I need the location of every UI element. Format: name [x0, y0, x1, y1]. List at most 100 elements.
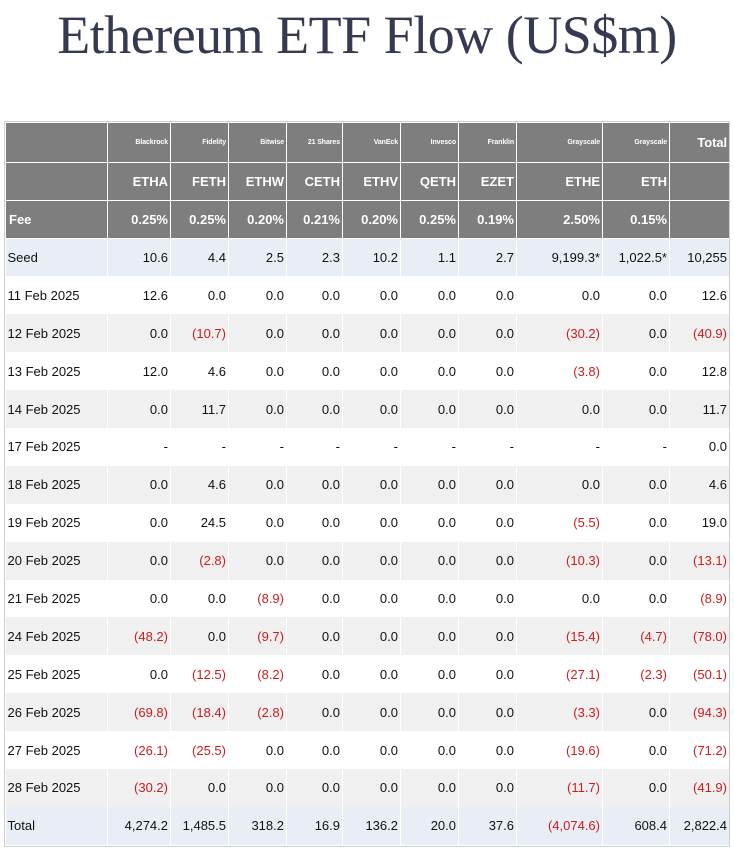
table-row: Seed 10.6 4.4 2.5 2.3 10.2 1.1 2.7 9,199.3* 1,022…: [5, 238, 730, 277]
header-corner: [669, 162, 730, 201]
fee-cell: 0.20%: [228, 200, 287, 239]
flow-cell: 1,022.5*: [602, 238, 670, 277]
row-total: (8.9): [669, 579, 730, 618]
flow-cell: (30.2): [107, 768, 171, 807]
ticker-cell: QETH: [400, 162, 459, 201]
flow-cell: 0.0: [602, 693, 670, 732]
table-row: 28 Feb 2025 (30.2) 0.0 0.0 0.0 0.0 0.0 0.0 (11.7…: [5, 768, 730, 807]
flow-cell: -: [458, 427, 517, 466]
issuer-cell: Grayscale: [516, 122, 603, 163]
flow-cell: -: [170, 427, 229, 466]
row-total: 2,822.4: [669, 806, 730, 845]
table-row: 20 Feb 2025 0.0 (2.8) 0.0 0.0 0.0 0.0 0.0 (10.3)…: [5, 541, 730, 580]
issuer-cell: Fidelity: [170, 122, 229, 163]
flow-cell: 0.0: [228, 276, 287, 315]
row-label: 28 Feb 2025: [5, 768, 108, 807]
fee-cell: 2.50%: [516, 200, 603, 239]
table-row: 13 Feb 2025 12.0 4.6 0.0 0.0 0.0 0.0 0.0 (3.8) 0.…: [5, 352, 730, 391]
flow-cell: 4.6: [170, 352, 229, 391]
flow-cell: 136.2: [342, 806, 401, 845]
flow-cell: 0.0: [342, 731, 401, 769]
flow-cell: (48.2): [107, 617, 171, 656]
table-row: 24 Feb 2025 (48.2) 0.0 (9.7) 0.0 0.0 0.0 0.0 (15…: [5, 617, 730, 656]
flow-cell: (18.4): [170, 693, 229, 732]
ticker-cell: ETHW: [228, 162, 287, 201]
flow-cell: 0.0: [342, 579, 401, 618]
row-total: (41.9): [669, 768, 730, 807]
flow-cell: 0.0: [458, 731, 517, 769]
flow-cell: 0.0: [228, 503, 287, 542]
flow-cell: 0.0: [400, 579, 459, 618]
ticker-cell: CETH: [286, 162, 343, 201]
row-total: 19.0: [669, 503, 730, 542]
flow-cell: 0.0: [286, 352, 343, 391]
page-title: Ethereum ETF Flow (US$m): [57, 5, 677, 65]
flow-cell: 0.0: [602, 541, 670, 580]
flow-cell: 0.0: [458, 503, 517, 542]
flow-cell: 0.0: [458, 579, 517, 618]
flow-cell: -: [516, 427, 603, 466]
flow-cell: 0.0: [458, 276, 517, 315]
row-label: Seed: [5, 238, 108, 277]
flow-cell: (27.1): [516, 655, 603, 694]
flow-cell: 0.0: [400, 617, 459, 656]
flow-cell: 1.1: [400, 238, 459, 277]
row-total: 10,255: [669, 238, 730, 277]
flow-cell: (10.3): [516, 541, 603, 580]
flow-cell: 0.0: [400, 314, 459, 353]
flow-cell: 16.9: [286, 806, 343, 845]
flow-cell: 0.0: [602, 314, 670, 353]
flow-cell: 0.0: [458, 693, 517, 732]
row-total: (13.1): [669, 541, 730, 580]
row-total: (50.1): [669, 655, 730, 694]
flow-cell: 24.5: [170, 503, 229, 542]
flow-cell: 0.0: [286, 503, 343, 542]
flow-cell: 0.0: [286, 314, 343, 353]
row-label: 11 Feb 2025: [5, 276, 108, 315]
flow-cell: 0.0: [458, 617, 517, 656]
table-row: 26 Feb 2025 (69.8) (18.4) (2.8) 0.0 0.0 0.0 0.0…: [5, 693, 730, 732]
flow-cell: 0.0: [286, 276, 343, 315]
flow-cell: 0.0: [228, 731, 287, 769]
flow-cell: (3.8): [516, 352, 603, 391]
flow-cell: 0.0: [342, 314, 401, 353]
row-label: 19 Feb 2025: [5, 503, 108, 542]
row-label: 17 Feb 2025: [5, 427, 108, 466]
fee-label: Fee: [5, 200, 108, 239]
flow-cell: 0.0: [458, 314, 517, 353]
row-total: (71.2): [669, 731, 730, 769]
flow-cell: (69.8): [107, 693, 171, 732]
flow-cell: (26.1): [107, 731, 171, 769]
issuer-cell: VanEck: [342, 122, 401, 163]
flow-cell: 0.0: [228, 352, 287, 391]
flow-cell: 0.0: [516, 276, 603, 315]
flow-cell: 0.0: [458, 541, 517, 580]
issuer-cell: Bitwise: [228, 122, 287, 163]
flow-cell: 0.0: [107, 503, 171, 542]
flow-cell: 0.0: [107, 314, 171, 353]
issuer-cell: Invesco: [400, 122, 459, 163]
fee-cell: 0.15%: [602, 200, 670, 239]
flow-cell: 0.0: [342, 503, 401, 542]
flow-cell: (4.7): [602, 617, 670, 656]
flow-cell: -: [228, 427, 287, 466]
etf-flow-table: Blackrock Fidelity Bitwise 21 Shares Van…: [5, 122, 730, 845]
table-row: 12 Feb 2025 0.0 (10.7) 0.0 0.0 0.0 0.0 0.0 (30.2…: [5, 314, 730, 353]
table-row: 18 Feb 2025 0.0 4.6 0.0 0.0 0.0 0.0 0.0 0.0 0.0 4.…: [5, 465, 730, 504]
flow-cell: 0.0: [342, 390, 401, 428]
flow-cell: 0.0: [342, 541, 401, 580]
flow-cell: (9.7): [228, 617, 287, 656]
flow-cell: (2.8): [170, 541, 229, 580]
flow-cell: 2.5: [228, 238, 287, 277]
row-total: (94.3): [669, 693, 730, 732]
row-total: 0.0: [669, 427, 730, 466]
ticker-row: ETHA FETH ETHW CETH ETHV QETH EZET ETHE …: [5, 162, 730, 201]
header-corner: [5, 122, 108, 163]
flow-cell: 0.0: [228, 541, 287, 580]
row-label: 14 Feb 2025: [5, 390, 108, 428]
flow-cell: (12.5): [170, 655, 229, 694]
flow-cell: 0.0: [228, 314, 287, 353]
flow-cell: 0.0: [342, 617, 401, 656]
header-corner: [5, 162, 108, 201]
